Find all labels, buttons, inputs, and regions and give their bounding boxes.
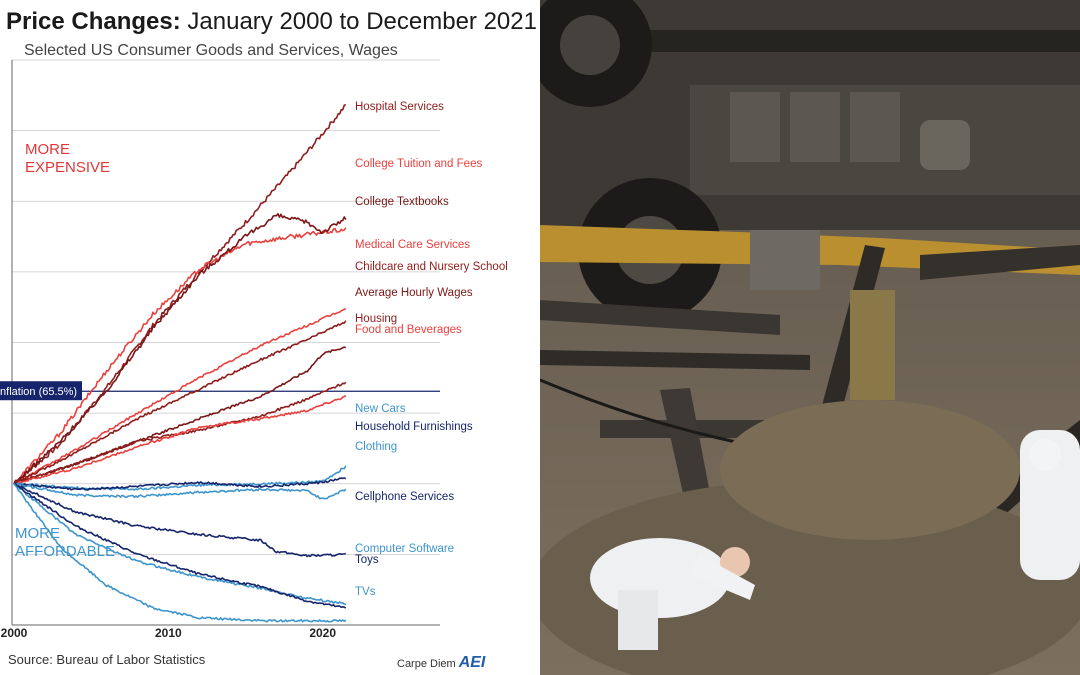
series-line-clothing [13, 482, 347, 500]
x-tick-label: 2020 [309, 626, 336, 640]
series-line-medical-care-services [13, 307, 347, 485]
series-lines [13, 104, 347, 623]
series-line-childcare-and-nursery-school [13, 320, 347, 485]
chart-title-rest: January 2000 to December 2021 [187, 8, 537, 35]
series-line-food-and-beverages [13, 394, 347, 486]
series-line-average-hourly-wages [13, 346, 347, 485]
series-label-hospital-services: Hospital Services [355, 101, 444, 113]
chart-title: Price Changes: January 2000 to December … [6, 8, 537, 36]
chart-title-bold: Price Changes: [6, 8, 181, 35]
series-label-college-textbooks: College Textbooks [355, 196, 449, 208]
more-affordable-label: MORE [15, 525, 60, 542]
series-line-hospital-services [13, 104, 347, 485]
series-label-average-hourly-wages: Average Hourly Wages [355, 287, 473, 299]
series-label-college-tuition-and-fees: College Tuition and Fees [355, 158, 482, 170]
series-line-computer-software [13, 483, 346, 606]
grid [11, 59, 440, 626]
series-line-college-tuition-and-fees [13, 227, 347, 485]
series-label-clothing: Clothing [355, 441, 397, 453]
series-label-tvs: TVs [355, 586, 376, 598]
brand-logo: Carpe Diem AEI [397, 654, 485, 672]
wreckage-photo [540, 0, 1080, 675]
series-line-cellphone-services [13, 482, 347, 558]
line-chart: Hospital Services College Tuition and Fee… [0, 59, 508, 640]
truck-wreckage-photo-icon [540, 0, 1080, 675]
series-label-household-furnishings: Household Furnishings [355, 421, 473, 433]
series-label-childcare-and-nursery-school: Childcare and Nursery School [355, 261, 508, 273]
brand-name: Carpe Diem [397, 658, 456, 670]
source-note: Source: Bureau of Labor Statistics [8, 652, 206, 667]
series-line-college-textbooks [13, 213, 347, 485]
series-label-food-and-beverages: Food and Beverages [355, 324, 462, 336]
x-axis: 2000 2010 2020 [1, 626, 337, 640]
aei-logo: AEI [458, 654, 486, 671]
series-label-toys: Toys [355, 554, 379, 566]
inflation-label: Inflation (65.5%) [0, 386, 77, 398]
chart-panel: Price Changes: January 2000 to December … [0, 8, 537, 672]
series-label-new-cars: New Cars [355, 403, 406, 415]
x-tick-label: 2010 [155, 626, 182, 640]
more-expensive-label: EXPENSIVE [25, 159, 110, 176]
series-label-medical-care-services: Medical Care Services [355, 239, 470, 251]
series-labels: Hospital Services College Tuition and Fee… [355, 101, 508, 598]
more-affordable-label: AFFORDABLE [15, 543, 115, 560]
series-label-housing: Housing [355, 313, 397, 325]
series-line-household-furnishings [13, 477, 347, 491]
series-label-cellphone-services: Cellphone Services [355, 491, 454, 503]
series-line-tvs [13, 483, 347, 623]
chart-subtitle: Selected US Consumer Goods and Services,… [24, 42, 398, 59]
series-line-toys [13, 483, 347, 609]
series-label-computer-software: Computer Software [355, 543, 454, 555]
x-tick-label: 2000 [1, 626, 28, 640]
inflation-badge [0, 381, 82, 401]
more-expensive-label: MORE [25, 141, 70, 158]
